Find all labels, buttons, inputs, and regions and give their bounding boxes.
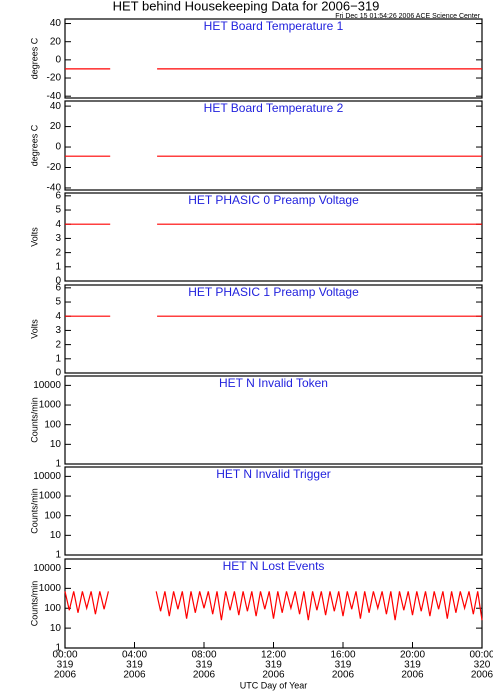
y-tick-label: 4: [55, 219, 61, 230]
panel-title: HET PHASIC 0 Preamp Voltage: [188, 193, 359, 207]
x-tick-label: 00:00: [52, 650, 77, 661]
x-tick-year: 2006: [193, 670, 216, 681]
y-tick-label: 10000: [33, 380, 61, 391]
panel-frame: [64, 192, 483, 282]
y-tick-label: 5: [55, 297, 61, 308]
x-tick-year: 2006: [123, 670, 146, 681]
y-tick-label: 1: [55, 261, 61, 272]
y-tick-label: 40: [50, 18, 62, 29]
y-tick-label: 20: [50, 36, 62, 47]
y-axis-label: Counts/min: [29, 488, 39, 534]
y-tick-label: 100: [44, 419, 61, 430]
y-tick-label: -40: [47, 183, 62, 194]
y-tick-label: 1: [55, 550, 61, 561]
y-axis-label: Volts: [29, 227, 39, 247]
x-tick-label: 16:00: [330, 650, 355, 661]
y-tick-label: 1: [55, 643, 61, 654]
y-tick-label: -20: [47, 162, 62, 173]
x-tick-year: 2006: [262, 670, 285, 681]
y-tick-label: 0: [55, 142, 61, 153]
y-tick-label: 10000: [33, 563, 61, 574]
y-tick-label: 10000: [33, 471, 61, 482]
x-tick-year: 2006: [332, 670, 355, 681]
y-tick-label: 1000: [39, 400, 62, 411]
y-tick-label: 2: [55, 247, 61, 258]
panel-frame: [64, 100, 483, 191]
x-tick-label: 04:00: [122, 650, 147, 661]
y-tick-label: 0: [55, 55, 61, 66]
y-tick-label: 10: [50, 623, 62, 634]
panel-frame: [64, 375, 483, 465]
panel-title: HET Board Temperature 2: [204, 101, 344, 115]
y-tick-label: 3: [55, 325, 61, 336]
x-tick-year: 2006: [471, 670, 493, 681]
y-tick-label: 40: [50, 101, 62, 112]
panel-title: HET N Invalid Token: [219, 376, 328, 390]
page-title: HET behind Housekeeping Data for 2006−31…: [113, 0, 380, 13]
y-tick-label: -40: [47, 91, 62, 102]
y-axis-label: Counts/min: [29, 397, 39, 443]
panel-title: HET N Invalid Trigger: [216, 467, 331, 481]
y-tick-label: 20: [50, 121, 62, 132]
panel-title: HET N Lost Events: [223, 559, 325, 573]
y-tick-label: 1000: [39, 491, 62, 502]
panel-frame: [64, 18, 483, 99]
x-tick-label: 20:00: [400, 650, 425, 661]
y-tick-label: 6: [55, 190, 61, 201]
panel-frame: [64, 284, 483, 374]
y-tick-label: -20: [47, 73, 62, 84]
x-axis-label: UTC Day of Year: [240, 680, 308, 690]
x-tick-year: 2006: [54, 670, 77, 681]
y-tick-label: 4: [55, 311, 61, 322]
y-tick-label: 100: [44, 510, 61, 521]
x-tick-year: 2006: [401, 670, 424, 681]
x-tick-label: 08:00: [191, 650, 216, 661]
y-axis-label: degrees C: [29, 124, 39, 166]
x-tick-day: 319: [404, 660, 421, 671]
y-tick-label: 6: [55, 282, 61, 293]
x-tick-day: 320: [474, 660, 491, 671]
y-tick-label: 1: [55, 459, 61, 470]
x-tick-label: 12:00: [261, 650, 286, 661]
y-tick-label: 100: [44, 603, 61, 614]
y-tick-label: 0: [55, 368, 61, 379]
x-tick-day: 319: [126, 660, 143, 671]
data-line: [64, 591, 483, 621]
y-axis-label: Volts: [29, 319, 39, 339]
y-tick-label: 1: [55, 353, 61, 364]
y-axis-label: Counts/min: [29, 581, 39, 627]
y-tick-label: 0: [55, 276, 61, 287]
y-tick-label: 2: [55, 339, 61, 350]
panel-title: HET PHASIC 1 Preamp Voltage: [188, 285, 359, 299]
y-tick-label: 10: [50, 439, 62, 450]
y-tick-label: 3: [55, 233, 61, 244]
x-tick-day: 319: [265, 660, 282, 671]
y-tick-label: 1000: [39, 583, 62, 594]
x-tick-day: 319: [196, 660, 213, 671]
x-tick-day: 319: [335, 660, 352, 671]
y-tick-label: 10: [50, 530, 62, 541]
y-tick-label: 5: [55, 205, 61, 216]
x-tick-label: 00:00: [469, 650, 493, 661]
page-subtitle: Fri Dec 15 01:54:26 2006 ACE Science Cen…: [335, 13, 480, 20]
y-axis-label: degrees C: [29, 37, 39, 79]
panel-frame: [64, 466, 483, 556]
x-tick-day: 319: [57, 660, 74, 671]
panel-title: HET Board Temperature 1: [204, 19, 344, 33]
